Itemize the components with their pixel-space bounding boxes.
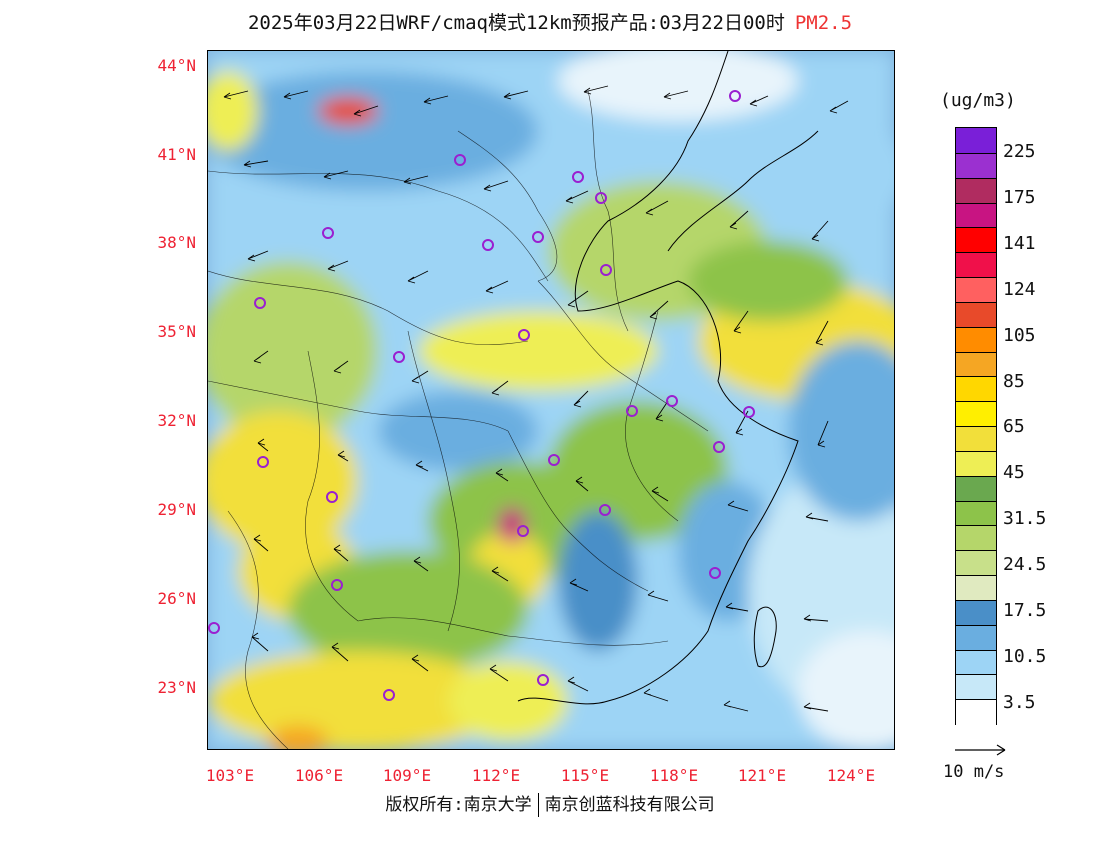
copyright-separator xyxy=(537,793,539,817)
city-marker xyxy=(482,239,494,251)
legend-color-box xyxy=(956,277,996,303)
lon-label-109e: 109°E xyxy=(382,766,432,785)
city-marker xyxy=(322,227,334,239)
city-marker xyxy=(254,297,266,309)
legend-label: 31.5 xyxy=(1003,508,1047,529)
copyright-right: 南京创蓝科技有限公司 xyxy=(544,795,715,815)
city-marker xyxy=(626,405,638,417)
city-marker xyxy=(572,171,584,183)
lat-label-41n: 41°N xyxy=(157,145,196,164)
legend-color-box xyxy=(956,575,996,601)
city-marker xyxy=(600,264,612,276)
legend-color-box xyxy=(956,376,996,403)
legend-label: 175 xyxy=(1003,187,1036,208)
legend-color-box xyxy=(956,475,996,502)
city-marker xyxy=(548,454,560,466)
lon-label-115e: 115°E xyxy=(560,766,610,785)
city-markers xyxy=(208,90,755,701)
wind-reference-arrow xyxy=(955,744,1006,756)
legend-label: 3.5 xyxy=(1003,692,1036,713)
legend-color-box xyxy=(956,550,996,576)
legend-color-box xyxy=(956,202,996,229)
legend-label: 24.5 xyxy=(1003,554,1047,575)
legend-color-box xyxy=(956,426,996,452)
city-marker xyxy=(599,504,611,516)
copyright: 版权所有:南京大学 南京创蓝科技有限公司 xyxy=(0,790,1100,817)
lat-label-23n: 23°N xyxy=(157,678,196,697)
city-marker xyxy=(729,90,741,102)
city-marker xyxy=(454,154,466,166)
legend-unit: (ug/m3) xyxy=(940,90,1016,111)
legend-color-box xyxy=(956,128,996,153)
province-borders xyxy=(208,90,709,749)
legend-color-box xyxy=(956,301,996,328)
legend-label: 65 xyxy=(1003,416,1025,437)
legend-label: 124 xyxy=(1003,279,1036,300)
legend-color-box xyxy=(956,599,996,626)
city-marker xyxy=(537,674,549,686)
legend-color-box xyxy=(956,177,996,204)
lat-label-32n: 32°N xyxy=(157,411,196,430)
legend-color-box xyxy=(956,525,996,552)
city-marker xyxy=(518,329,530,341)
lon-label-118e: 118°E xyxy=(649,766,699,785)
coastline xyxy=(517,51,819,705)
lat-label-26n: 26°N xyxy=(157,589,196,608)
city-marker xyxy=(208,622,220,634)
city-marker xyxy=(517,525,529,537)
legend-color-box xyxy=(956,649,996,676)
legend-label: 17.5 xyxy=(1003,600,1047,621)
legend-label: 105 xyxy=(1003,325,1036,346)
city-marker xyxy=(595,192,607,204)
lon-label-106e: 106°E xyxy=(294,766,344,785)
legend-color-box xyxy=(956,152,996,179)
lon-label-112e: 112°E xyxy=(471,766,521,785)
legend-color-box xyxy=(956,624,996,651)
city-marker xyxy=(326,491,338,503)
legend-color-box xyxy=(956,252,996,278)
legend-color-box xyxy=(956,401,996,427)
legend-color-box xyxy=(956,500,996,527)
forecast-map xyxy=(207,50,895,750)
legend-label: 225 xyxy=(1003,141,1036,162)
color-legend xyxy=(955,127,997,725)
city-marker xyxy=(713,441,725,453)
legend-color-box xyxy=(956,450,996,477)
legend-label: 85 xyxy=(1003,371,1025,392)
city-marker xyxy=(666,395,678,407)
city-marker xyxy=(532,231,544,243)
legend-color-box xyxy=(956,351,996,378)
city-marker xyxy=(383,689,395,701)
lat-label-29n: 29°N xyxy=(157,500,196,519)
legend-label: 45 xyxy=(1003,462,1025,483)
city-marker xyxy=(709,567,721,579)
map-layers xyxy=(208,51,894,749)
city-marker xyxy=(393,351,405,363)
chart-title: 2025年03月22日WRF/cmaq模式12km预报产品:03月22日00时 P… xyxy=(0,8,1100,35)
pm25-field xyxy=(208,51,894,749)
legend-color-box xyxy=(956,699,996,725)
legend-label: 141 xyxy=(1003,233,1036,254)
lat-label-44n: 44°N xyxy=(157,56,196,75)
lon-label-121e: 121°E xyxy=(737,766,787,785)
title-main: 2025年03月22日WRF/cmaq模式12km预报产品:03月22日00时 xyxy=(247,12,785,34)
legend-color-box xyxy=(956,674,996,701)
wind-reference-label: 10 m/s xyxy=(943,762,1005,782)
city-marker xyxy=(743,406,755,418)
city-marker xyxy=(257,456,269,468)
copyright-left: 版权所有:南京大学 xyxy=(385,795,532,815)
legend-label: 10.5 xyxy=(1003,646,1047,667)
lon-label-103e: 103°E xyxy=(205,766,255,785)
wind-vectors xyxy=(223,85,849,712)
legend-color-box xyxy=(956,227,996,254)
lon-label-124e: 124°E xyxy=(826,766,876,785)
lat-label-35n: 35°N xyxy=(157,322,196,341)
title-variable: PM2.5 xyxy=(794,12,853,34)
legend-color-box xyxy=(956,326,996,353)
lat-label-38n: 38°N xyxy=(157,233,196,252)
city-marker xyxy=(331,579,343,591)
